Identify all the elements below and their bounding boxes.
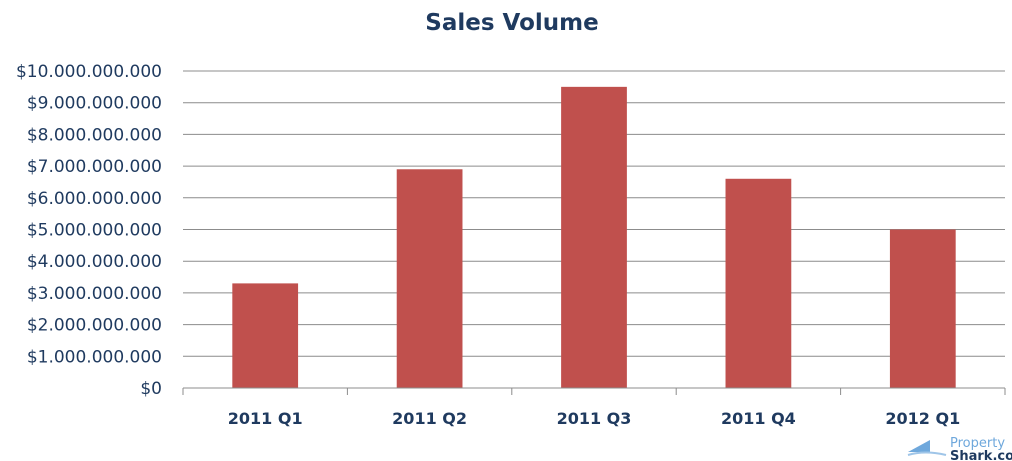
- watermark-word-property: Property: [950, 436, 1005, 451]
- bars: [232, 86, 956, 388]
- y-tick-label: $0: [140, 379, 162, 399]
- y-tick-label: $1.000.000.000: [27, 347, 162, 367]
- y-tick-label: $9.000.000.000: [27, 94, 162, 114]
- x-tick-label: 2012 Q1: [885, 409, 960, 428]
- bar: [561, 86, 627, 388]
- y-tick-label: $2.000.000.000: [27, 316, 162, 336]
- x-axis-tick-labels: 2011 Q1 2011 Q2 2011 Q3 2011 Q4 2012 Q1: [228, 409, 960, 428]
- propertyshark-watermark: Property Shark.com: [907, 436, 1012, 461]
- bar: [396, 169, 463, 388]
- y-tick-label: $7.000.000.000: [27, 157, 162, 177]
- x-axis: [182, 387, 1006, 395]
- y-tick-label: $5.000.000.000: [27, 221, 162, 241]
- x-tick-label: 2011 Q1: [228, 409, 303, 428]
- x-tick-label: 2011 Q3: [557, 409, 632, 428]
- chart-title: Sales Volume: [425, 10, 598, 36]
- bar: [889, 229, 956, 388]
- shark-fin-icon: [907, 440, 947, 456]
- bar: [232, 283, 299, 388]
- x-tick-label: 2011 Q4: [721, 409, 796, 428]
- x-tick-label: 2011 Q2: [392, 409, 467, 428]
- bar: [725, 178, 792, 388]
- y-tick-label: $10.000.000.000: [16, 62, 162, 82]
- y-tick-label: $6.000.000.000: [27, 189, 162, 209]
- y-tick-label: $8.000.000.000: [27, 125, 162, 145]
- y-tick-label: $3.000.000.000: [27, 284, 162, 304]
- y-tick-label: $4.000.000.000: [27, 252, 162, 272]
- watermark-word-shark: Shark.com: [950, 449, 1012, 461]
- y-axis-tick-labels: $0 $1.000.000.000 $2.000.000.000 $3.000.000…: [16, 62, 162, 399]
